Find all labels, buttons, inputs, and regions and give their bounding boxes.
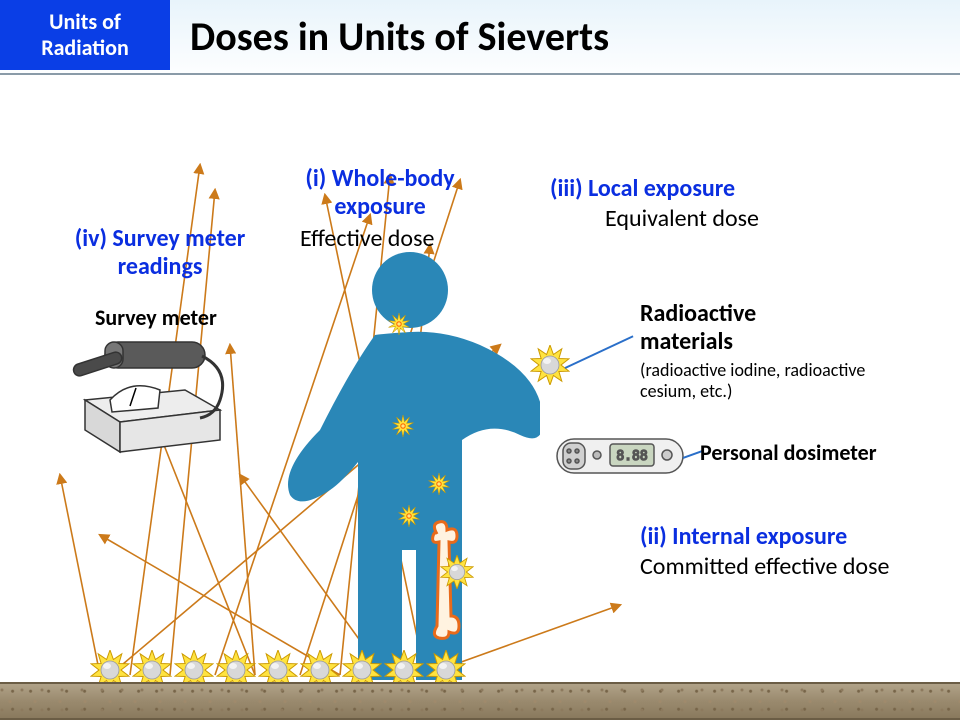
- label-iii-title: (iii) Local exposure: [550, 175, 735, 203]
- label-i-sub: Effective dose: [300, 225, 434, 253]
- label-iii-sub: Equivalent dose: [605, 205, 759, 233]
- label-iv-title: (iv) Survey meter readings: [55, 225, 265, 280]
- dosimeter-reading: 8.88: [616, 449, 647, 464]
- radioactive-star-hand: [530, 345, 570, 385]
- badge-line2: Radiation: [41, 34, 129, 61]
- radioactive-burst: [392, 415, 414, 437]
- badge-line1: Units of: [49, 8, 121, 35]
- leader-line: [565, 335, 634, 368]
- label-ii-title: (ii) Internal exposure: [640, 523, 847, 551]
- survey-meter-icon: [70, 330, 230, 460]
- label-dosimeter: Personal dosimeter: [700, 440, 877, 465]
- category-badge: Units of Radiation: [0, 0, 170, 70]
- label-ii-sub: Committed effective dose: [640, 553, 900, 581]
- radioactive-burst: [398, 505, 420, 527]
- person-figure: [280, 250, 540, 680]
- label-survey-meter: Survey meter: [95, 305, 217, 330]
- page-title: Doses in Units of Sieverts: [190, 12, 609, 61]
- label-radioactive-sub: (radioactive iodine, radioactive cesium,…: [640, 360, 880, 401]
- label-radioactive-title: Radioactive materials: [640, 300, 840, 355]
- radioactive-burst: [428, 473, 450, 495]
- diagram-canvas: 8.88: [0, 75, 960, 720]
- ground-strip: [0, 682, 960, 720]
- radioactive-star-leg: [440, 555, 474, 589]
- header: Units of Radiation Doses in Units of Sie…: [0, 0, 960, 75]
- label-i-title: (i) Whole-body exposure: [270, 165, 490, 220]
- personal-dosimeter-icon: 8.88: [555, 433, 685, 478]
- radioactive-burst: [388, 313, 410, 335]
